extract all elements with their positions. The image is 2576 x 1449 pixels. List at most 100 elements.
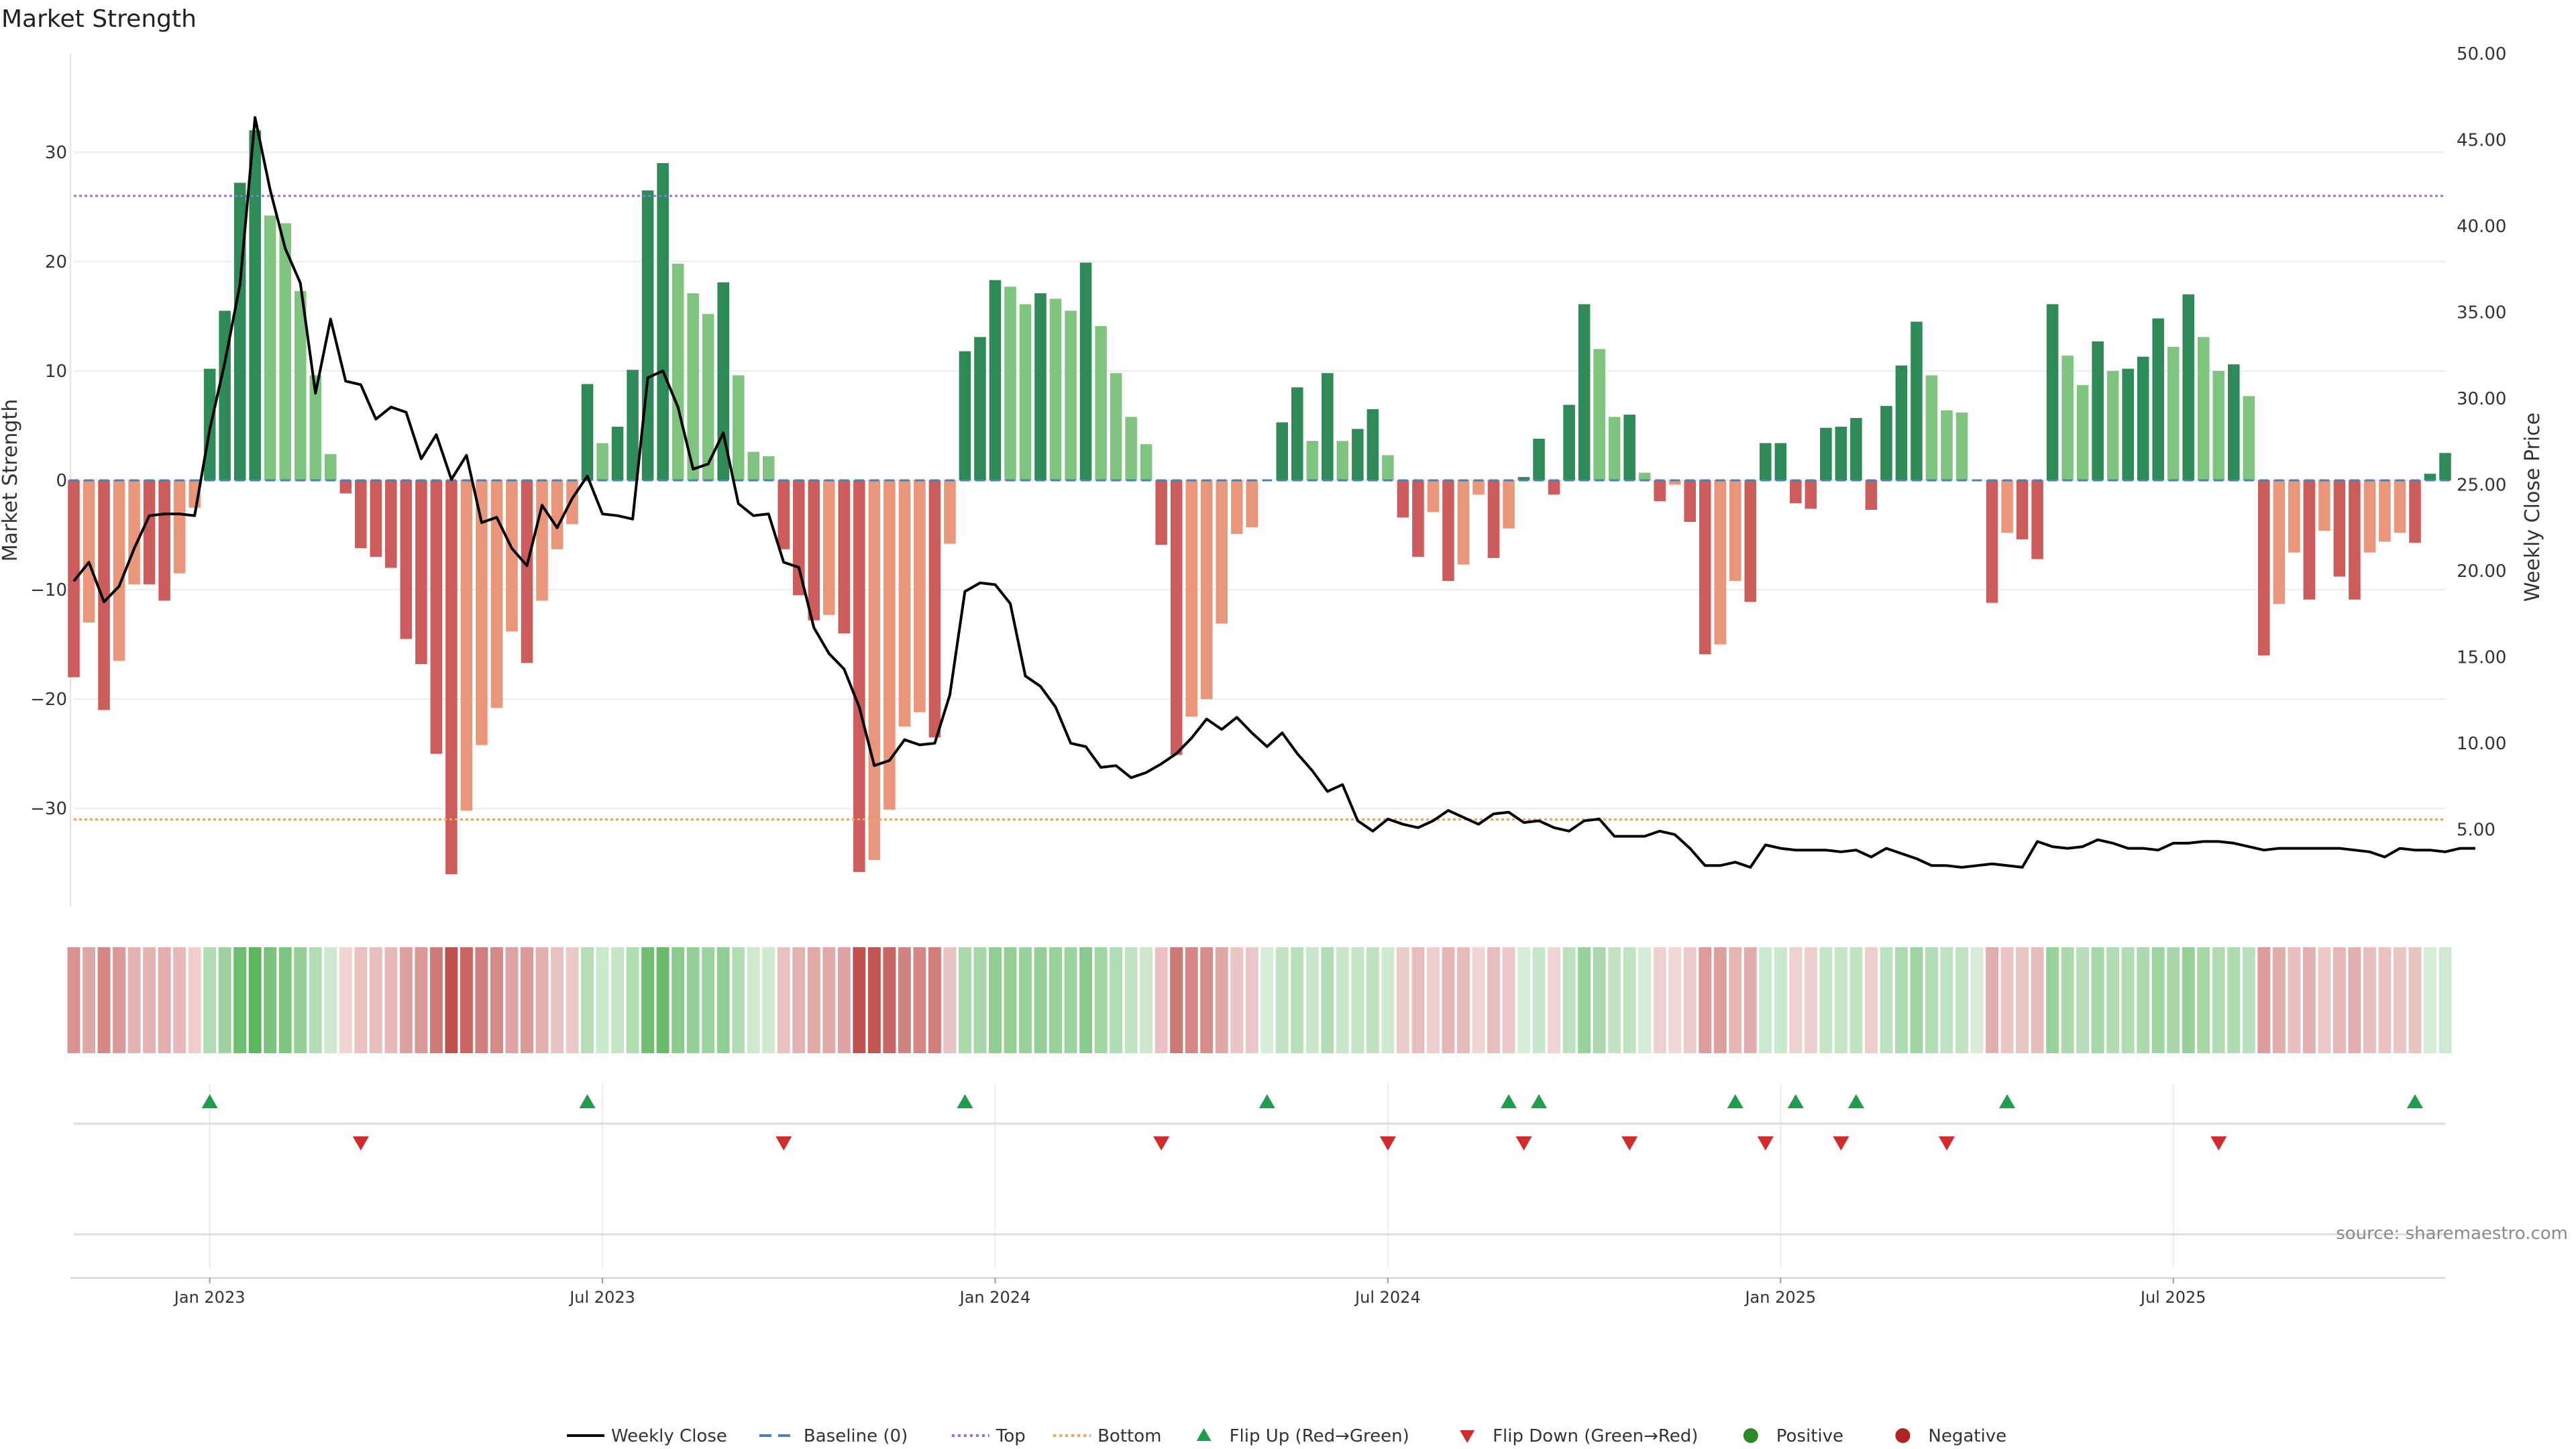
heatmap-cell	[1124, 947, 1138, 1053]
strength-bar	[2363, 480, 2376, 553]
heatmap-cell	[1638, 947, 1652, 1053]
heatmap-cell	[2242, 947, 2255, 1053]
heatmap-cell	[2393, 947, 2406, 1053]
heatmap-cell	[429, 947, 443, 1053]
strength-bar	[249, 130, 261, 481]
strength-bar	[1306, 441, 1319, 480]
strength-bar	[445, 480, 458, 875]
heatmap-cell	[2363, 947, 2376, 1053]
heatmap-cell	[1411, 947, 1425, 1053]
heatmap-cell	[1094, 947, 1108, 1053]
strength-bar	[294, 290, 307, 480]
strength-bar	[611, 427, 624, 480]
strength-bar	[1095, 326, 1107, 480]
strength-bar	[777, 480, 790, 549]
heatmap-cell	[2167, 947, 2180, 1053]
strength-bar	[1200, 480, 1213, 700]
heatmap-cell	[521, 947, 533, 1053]
heatmap-cell	[1713, 947, 1727, 1053]
heatmap-cell	[2061, 947, 2074, 1053]
heatmap-cell	[97, 947, 111, 1053]
strength-bar	[1442, 480, 1454, 582]
strength-bar	[2152, 318, 2164, 480]
strength-bar	[2061, 356, 2074, 480]
heatmap-cell	[67, 947, 80, 1053]
heatmap-cell	[2106, 947, 2120, 1053]
strength-bar	[883, 480, 896, 810]
heatmap-cell	[294, 947, 307, 1053]
strength-bar	[1034, 293, 1046, 480]
strength-bar	[415, 480, 427, 664]
heatmap-cell	[837, 947, 851, 1053]
heatmap-cell	[551, 947, 564, 1053]
flip-down-marker	[352, 1136, 369, 1150]
heatmap-cell	[1804, 947, 1817, 1053]
legend-label: Negative	[1928, 1426, 2006, 1446]
heatmap-cell	[2151, 947, 2165, 1053]
heatmap-cell	[716, 947, 730, 1053]
legend-label: Baseline (0)	[804, 1426, 908, 1446]
strength-bar	[838, 480, 851, 634]
strength-bar	[1608, 417, 1621, 480]
strength-bar	[657, 163, 669, 481]
heatmap-cell	[475, 947, 488, 1053]
strength-bar	[1668, 480, 1681, 485]
heatmap-cell	[702, 947, 715, 1053]
strength-bar	[1276, 422, 1289, 480]
flip-up-marker	[1258, 1094, 1275, 1108]
strength-bar	[596, 443, 608, 480]
heatmap-cell	[1472, 947, 1485, 1053]
strength-bar	[1895, 365, 1908, 480]
heatmap-cell	[1305, 947, 1319, 1053]
heatmap-cell	[1396, 947, 1409, 1053]
y2-tick-label: 25.00	[2457, 475, 2506, 495]
strength-bar	[944, 480, 956, 544]
y-axis-title: Market Strength	[0, 399, 22, 561]
strength-bar	[1805, 480, 1817, 509]
x-tick-label: Jul 2024	[1354, 1288, 1421, 1307]
x-tick-label: Jan 2025	[1743, 1288, 1816, 1307]
flip-up-marker	[1501, 1094, 1517, 1108]
heatmap-cell	[399, 947, 413, 1053]
flip-up-marker	[1847, 1094, 1864, 1108]
heatmap-cell	[596, 947, 609, 1053]
strength-bar	[1216, 480, 1228, 624]
heatmap-strip	[67, 947, 2452, 1053]
y2-tick-label: 45.00	[2457, 130, 2506, 150]
strength-bar	[914, 480, 926, 712]
strength-bar	[385, 480, 397, 568]
source-note: source: sharemaestro.com	[2336, 1224, 2568, 1244]
strength-bar	[1654, 480, 1666, 501]
strength-bar	[1140, 444, 1152, 480]
legend-item: Weekly Close	[566, 1426, 727, 1446]
strength-bar	[128, 480, 140, 584]
strength-bar	[823, 480, 835, 615]
strength-bar	[2303, 480, 2316, 600]
strength-bar	[309, 375, 322, 480]
heatmap-cell	[113, 947, 126, 1053]
heatmap-cell	[1608, 947, 1621, 1053]
strength-bar	[68, 480, 80, 678]
strength-bar	[627, 370, 639, 480]
strength-bar	[687, 293, 699, 480]
strength-bar	[1563, 405, 1575, 480]
heatmap-cell	[898, 947, 911, 1053]
strength-bar	[264, 215, 276, 480]
heatmap-cell	[1653, 947, 1666, 1053]
heatmap-cell	[369, 947, 382, 1053]
y-tick-label: −10	[30, 580, 67, 600]
heatmap-cell	[1457, 947, 1470, 1053]
heatmap-cell	[1155, 947, 1168, 1053]
heatmap-cell	[1442, 947, 1455, 1053]
heatmap-cell	[1910, 947, 1923, 1053]
flip-up-marker	[1727, 1094, 1743, 1108]
strength-bar	[2167, 347, 2180, 480]
heatmap-cell	[445, 947, 458, 1053]
flip-up-marker	[957, 1094, 973, 1108]
strength-bar	[1397, 480, 1409, 518]
heatmap-cell	[1170, 947, 1183, 1053]
strength-bar	[2349, 480, 2361, 600]
strength-bar	[2227, 364, 2240, 480]
